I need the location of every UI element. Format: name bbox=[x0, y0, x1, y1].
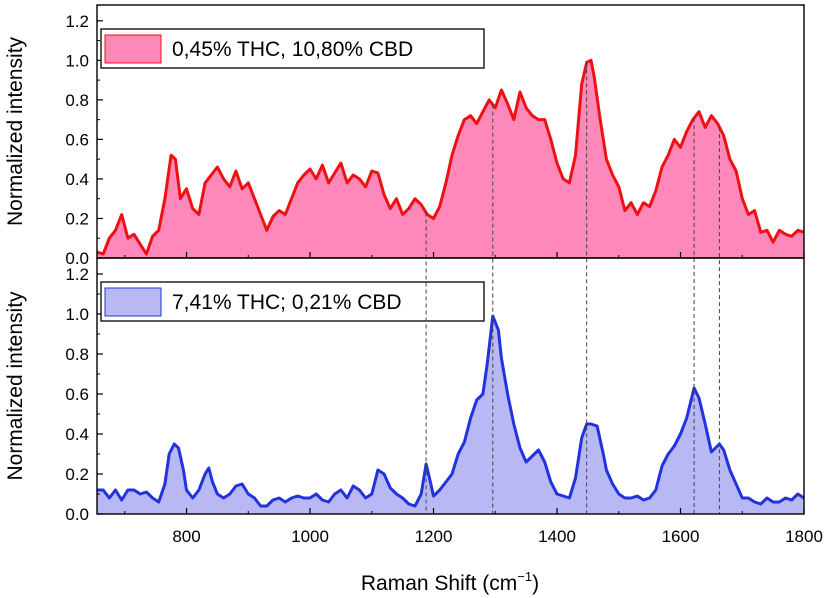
legend-swatch bbox=[104, 34, 162, 64]
x-tick-label: 1200 bbox=[415, 527, 453, 546]
x-tick-label: 1800 bbox=[785, 527, 823, 546]
legend-2: 7,41% THC; 0,21% CBD bbox=[100, 281, 485, 322]
panel-frame-2 bbox=[96, 257, 805, 515]
y-tick-label: 1.0 bbox=[65, 51, 89, 70]
y-axis-title-2: Normalized intensity bbox=[4, 291, 27, 481]
y-tick-label: 1.2 bbox=[65, 12, 89, 31]
y-tick-label: 0.2 bbox=[65, 465, 89, 484]
y-tick-label: 0.8 bbox=[65, 91, 89, 110]
x-tick-label: 1000 bbox=[291, 527, 329, 546]
y-axis-2: 0.0 0.2 0.4 0.6 0.8 1.0 1.2 bbox=[65, 265, 103, 524]
y-axis-title-1: Normalized intensity bbox=[4, 36, 27, 226]
y-tick-label: 0.4 bbox=[65, 425, 89, 444]
x-tick-label: 800 bbox=[172, 527, 200, 546]
x-axis-title-superscript: −1 bbox=[517, 569, 532, 584]
y-tick-label: 1.2 bbox=[65, 265, 89, 284]
x-axis-title-main: Raman Shift (cm bbox=[361, 572, 517, 595]
legend-label: 0,45% THC, 10,80% CBD bbox=[172, 38, 413, 61]
y-tick-label: 0.0 bbox=[65, 505, 89, 524]
legend-1: 0,45% THC, 10,80% CBD bbox=[100, 28, 485, 69]
legend-swatch bbox=[104, 287, 162, 317]
series-line-1 bbox=[96, 58, 805, 256]
x-tick-label: 1400 bbox=[538, 527, 576, 546]
y-tick-label: 1.0 bbox=[65, 305, 89, 324]
y-tick-label: 0.8 bbox=[65, 345, 89, 364]
y-tick-label: 0.6 bbox=[65, 385, 89, 404]
frame-layer bbox=[96, 4, 805, 515]
panel-2: 0.0 0.2 0.4 0.6 0.8 1.0 1.2 Normalized intensit… bbox=[4, 265, 805, 524]
reference-lines-layer bbox=[425, 62, 720, 514]
panels-layer: 0.0 0.2 0.4 0.6 0.8 1.0 1.2 Normalized intensit… bbox=[4, 12, 805, 524]
y-tick-label: 0.6 bbox=[65, 130, 89, 149]
legend-box bbox=[100, 28, 485, 69]
panel-1: 0.0 0.2 0.4 0.6 0.8 1.0 1.2 Normalized intensit… bbox=[4, 12, 805, 268]
x-axis-title-close: ) bbox=[532, 572, 539, 595]
x-axis: 800 1000 1200 1400 1600 1800 bbox=[124, 252, 823, 546]
legend-box bbox=[100, 281, 485, 322]
x-tick-label: 1600 bbox=[662, 527, 700, 546]
y-axis-1: 0.0 0.2 0.4 0.6 0.8 1.0 1.2 bbox=[65, 12, 103, 268]
y-tick-label: 0.4 bbox=[65, 170, 89, 189]
y-tick-label: 0.2 bbox=[65, 209, 89, 228]
series-line-2 bbox=[97, 314, 805, 508]
y-tick-label: 0.0 bbox=[65, 249, 89, 268]
x-axis-title: Raman Shift (cm−1) bbox=[361, 569, 539, 595]
series-area-2 bbox=[97, 316, 804, 514]
legend-label: 7,41% THC; 0,21% CBD bbox=[172, 291, 402, 314]
